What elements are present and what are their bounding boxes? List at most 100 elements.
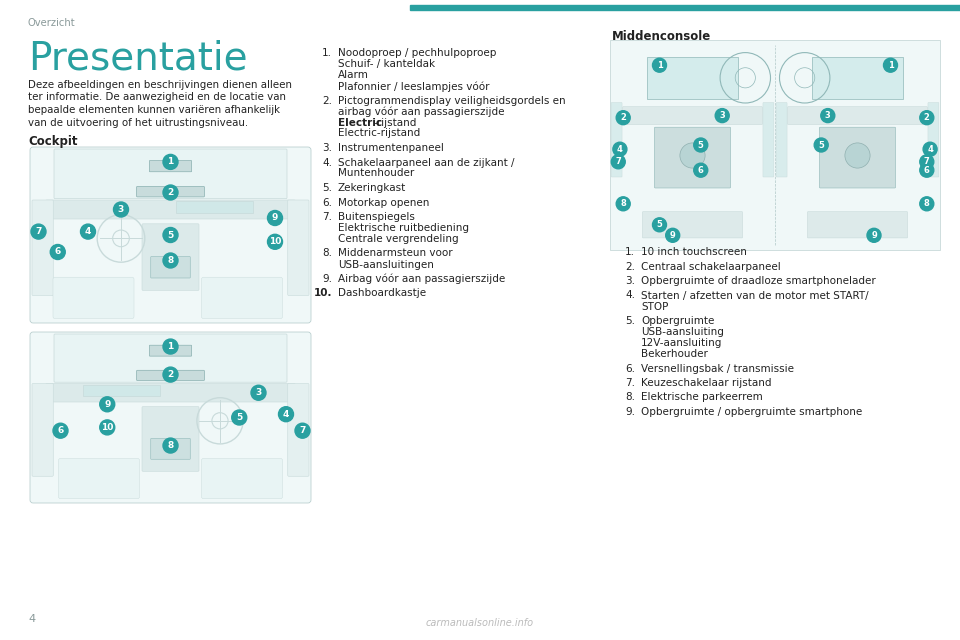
Circle shape [920, 163, 934, 177]
Text: Opbergruimte / opbergruimte smartphone: Opbergruimte / opbergruimte smartphone [641, 407, 862, 417]
Text: Instrumentenpaneel: Instrumentenpaneel [338, 143, 444, 153]
Text: Pictogrammendisplay veiligheidsgordels en: Pictogrammendisplay veiligheidsgordels e… [338, 95, 565, 106]
Text: 9: 9 [104, 400, 110, 409]
FancyBboxPatch shape [642, 212, 742, 238]
FancyBboxPatch shape [647, 57, 738, 99]
Text: 4: 4 [283, 410, 289, 419]
Circle shape [665, 228, 680, 243]
Text: Plafonnier / leeslampjes vóór: Plafonnier / leeslampjes vóór [338, 81, 490, 92]
FancyBboxPatch shape [142, 406, 199, 471]
Circle shape [113, 202, 129, 217]
FancyBboxPatch shape [30, 332, 311, 503]
Text: -rijstand: -rijstand [373, 118, 417, 127]
FancyBboxPatch shape [54, 334, 287, 382]
Text: 2: 2 [167, 188, 174, 197]
Text: 3: 3 [825, 111, 830, 120]
FancyBboxPatch shape [136, 371, 204, 381]
FancyBboxPatch shape [150, 161, 192, 172]
Text: 7: 7 [36, 227, 41, 236]
Circle shape [163, 339, 178, 354]
Text: 8: 8 [924, 199, 929, 208]
Text: Middenconsole: Middenconsole [612, 30, 711, 43]
Text: Schakelaarpaneel aan de zijkant /: Schakelaarpaneel aan de zijkant / [338, 157, 515, 168]
Circle shape [100, 397, 115, 412]
FancyBboxPatch shape [83, 385, 159, 396]
FancyBboxPatch shape [176, 201, 253, 213]
Text: 9.: 9. [625, 407, 635, 417]
FancyBboxPatch shape [288, 200, 309, 296]
Circle shape [100, 420, 115, 435]
FancyBboxPatch shape [202, 277, 282, 319]
Circle shape [81, 224, 95, 239]
FancyBboxPatch shape [54, 149, 287, 198]
Circle shape [268, 234, 282, 250]
FancyBboxPatch shape [32, 200, 53, 296]
Circle shape [278, 406, 294, 422]
Text: 9: 9 [871, 231, 876, 240]
FancyBboxPatch shape [53, 277, 134, 319]
Text: 5: 5 [818, 141, 824, 150]
FancyBboxPatch shape [610, 40, 940, 250]
Text: Alarm: Alarm [338, 70, 369, 80]
Circle shape [845, 143, 870, 168]
Text: 6.: 6. [322, 198, 332, 207]
Text: 4: 4 [84, 227, 91, 236]
FancyBboxPatch shape [623, 107, 762, 125]
Text: Centrale vergrendeling: Centrale vergrendeling [338, 234, 459, 244]
Text: 7: 7 [615, 157, 621, 166]
Circle shape [653, 218, 666, 232]
Text: 8: 8 [167, 256, 174, 265]
Text: 5: 5 [698, 141, 704, 150]
Text: 2.: 2. [625, 262, 635, 271]
FancyBboxPatch shape [151, 438, 190, 460]
Circle shape [920, 197, 934, 211]
Circle shape [231, 410, 247, 425]
Text: 5: 5 [657, 220, 662, 229]
Text: Starten / afzetten van de motor met START/: Starten / afzetten van de motor met STAR… [641, 291, 869, 301]
Text: Electric: Electric [338, 118, 382, 127]
Circle shape [53, 423, 68, 438]
Text: 6.: 6. [625, 364, 635, 374]
Text: 3: 3 [118, 205, 124, 214]
FancyBboxPatch shape [32, 383, 53, 476]
Circle shape [50, 244, 65, 259]
FancyBboxPatch shape [655, 127, 731, 188]
Text: Bekerhouder: Bekerhouder [641, 349, 708, 359]
Text: 1: 1 [167, 342, 174, 351]
Circle shape [163, 185, 178, 200]
FancyBboxPatch shape [59, 458, 139, 499]
Text: 6: 6 [55, 248, 60, 257]
Text: 8: 8 [167, 441, 174, 450]
Circle shape [680, 143, 705, 168]
Text: Centraal schakelaarpaneel: Centraal schakelaarpaneel [641, 262, 780, 271]
Text: Elektrische ruitbediening: Elektrische ruitbediening [338, 223, 469, 233]
Text: Deze afbeeldingen en beschrijvingen dienen alleen: Deze afbeeldingen en beschrijvingen dien… [28, 80, 292, 90]
Circle shape [814, 138, 828, 152]
FancyBboxPatch shape [812, 57, 902, 99]
Text: 3: 3 [255, 388, 262, 397]
Text: 10.: 10. [314, 289, 332, 298]
Text: 8.: 8. [322, 248, 332, 259]
FancyBboxPatch shape [776, 102, 787, 177]
Text: STOP: STOP [641, 301, 668, 312]
FancyBboxPatch shape [46, 200, 296, 219]
Text: 9.: 9. [322, 274, 332, 284]
Text: 6: 6 [698, 166, 704, 175]
Text: Elektrische parkeerrem: Elektrische parkeerrem [641, 392, 763, 403]
FancyBboxPatch shape [820, 127, 896, 188]
Circle shape [163, 367, 178, 382]
Text: USB-aansluitingen: USB-aansluitingen [338, 259, 434, 269]
Text: airbag vóór aan passagierszijde: airbag vóór aan passagierszijde [338, 106, 505, 117]
Circle shape [251, 385, 266, 400]
Circle shape [612, 142, 627, 156]
Circle shape [616, 111, 630, 125]
Circle shape [31, 224, 46, 239]
Text: Opbergruimte of draadloze smartphonelader: Opbergruimte of draadloze smartphonelade… [641, 276, 876, 286]
Text: 8.: 8. [625, 392, 635, 403]
FancyBboxPatch shape [46, 383, 296, 402]
Text: 3.: 3. [625, 276, 635, 286]
Circle shape [268, 211, 282, 225]
FancyBboxPatch shape [807, 212, 907, 238]
FancyBboxPatch shape [151, 257, 190, 278]
Text: 5: 5 [236, 413, 242, 422]
